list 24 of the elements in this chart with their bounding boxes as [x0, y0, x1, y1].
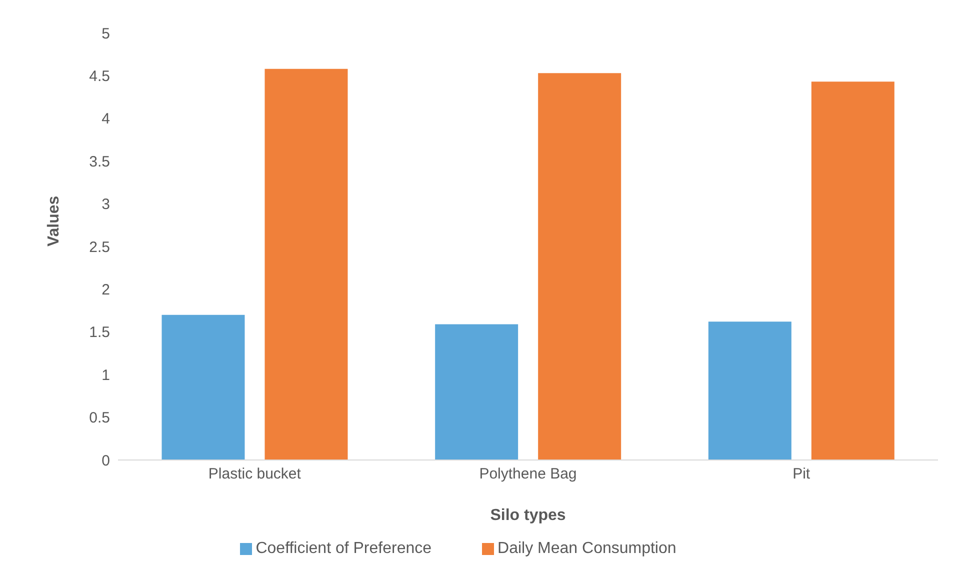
y-tick-label: 4.5 — [89, 68, 110, 86]
x-tick-label: Plastic bucket — [208, 466, 302, 483]
y-tick-label: 2 — [102, 282, 110, 299]
bar — [162, 314, 245, 460]
bar — [538, 73, 622, 460]
y-tick-label: 0.5 — [89, 410, 110, 427]
legend-label: Coefficient of Preference — [256, 540, 432, 557]
y-tick-label: 0 — [102, 452, 110, 470]
bar — [264, 68, 348, 460]
legend-label: Daily Mean Consumption — [498, 540, 676, 557]
x-tick-label: Pit — [792, 466, 811, 483]
bar — [708, 322, 792, 460]
y-tick-label: 4 — [102, 110, 110, 128]
x-tick-label: Polythene Bag — [479, 466, 577, 483]
y-axis-title: Values — [46, 196, 63, 246]
y-tick-label: 5 — [102, 25, 110, 42]
y-tick-label: 3.5 — [89, 153, 110, 170]
y-tick-label: 2.5 — [89, 238, 110, 256]
y-tick-label: 1.5 — [89, 324, 110, 342]
y-tick-label: 3 — [102, 196, 110, 214]
bar — [811, 82, 894, 460]
x-axis-title: Silo types — [490, 507, 566, 524]
y-tick-label: 1 — [102, 366, 110, 384]
bar — [435, 324, 518, 460]
